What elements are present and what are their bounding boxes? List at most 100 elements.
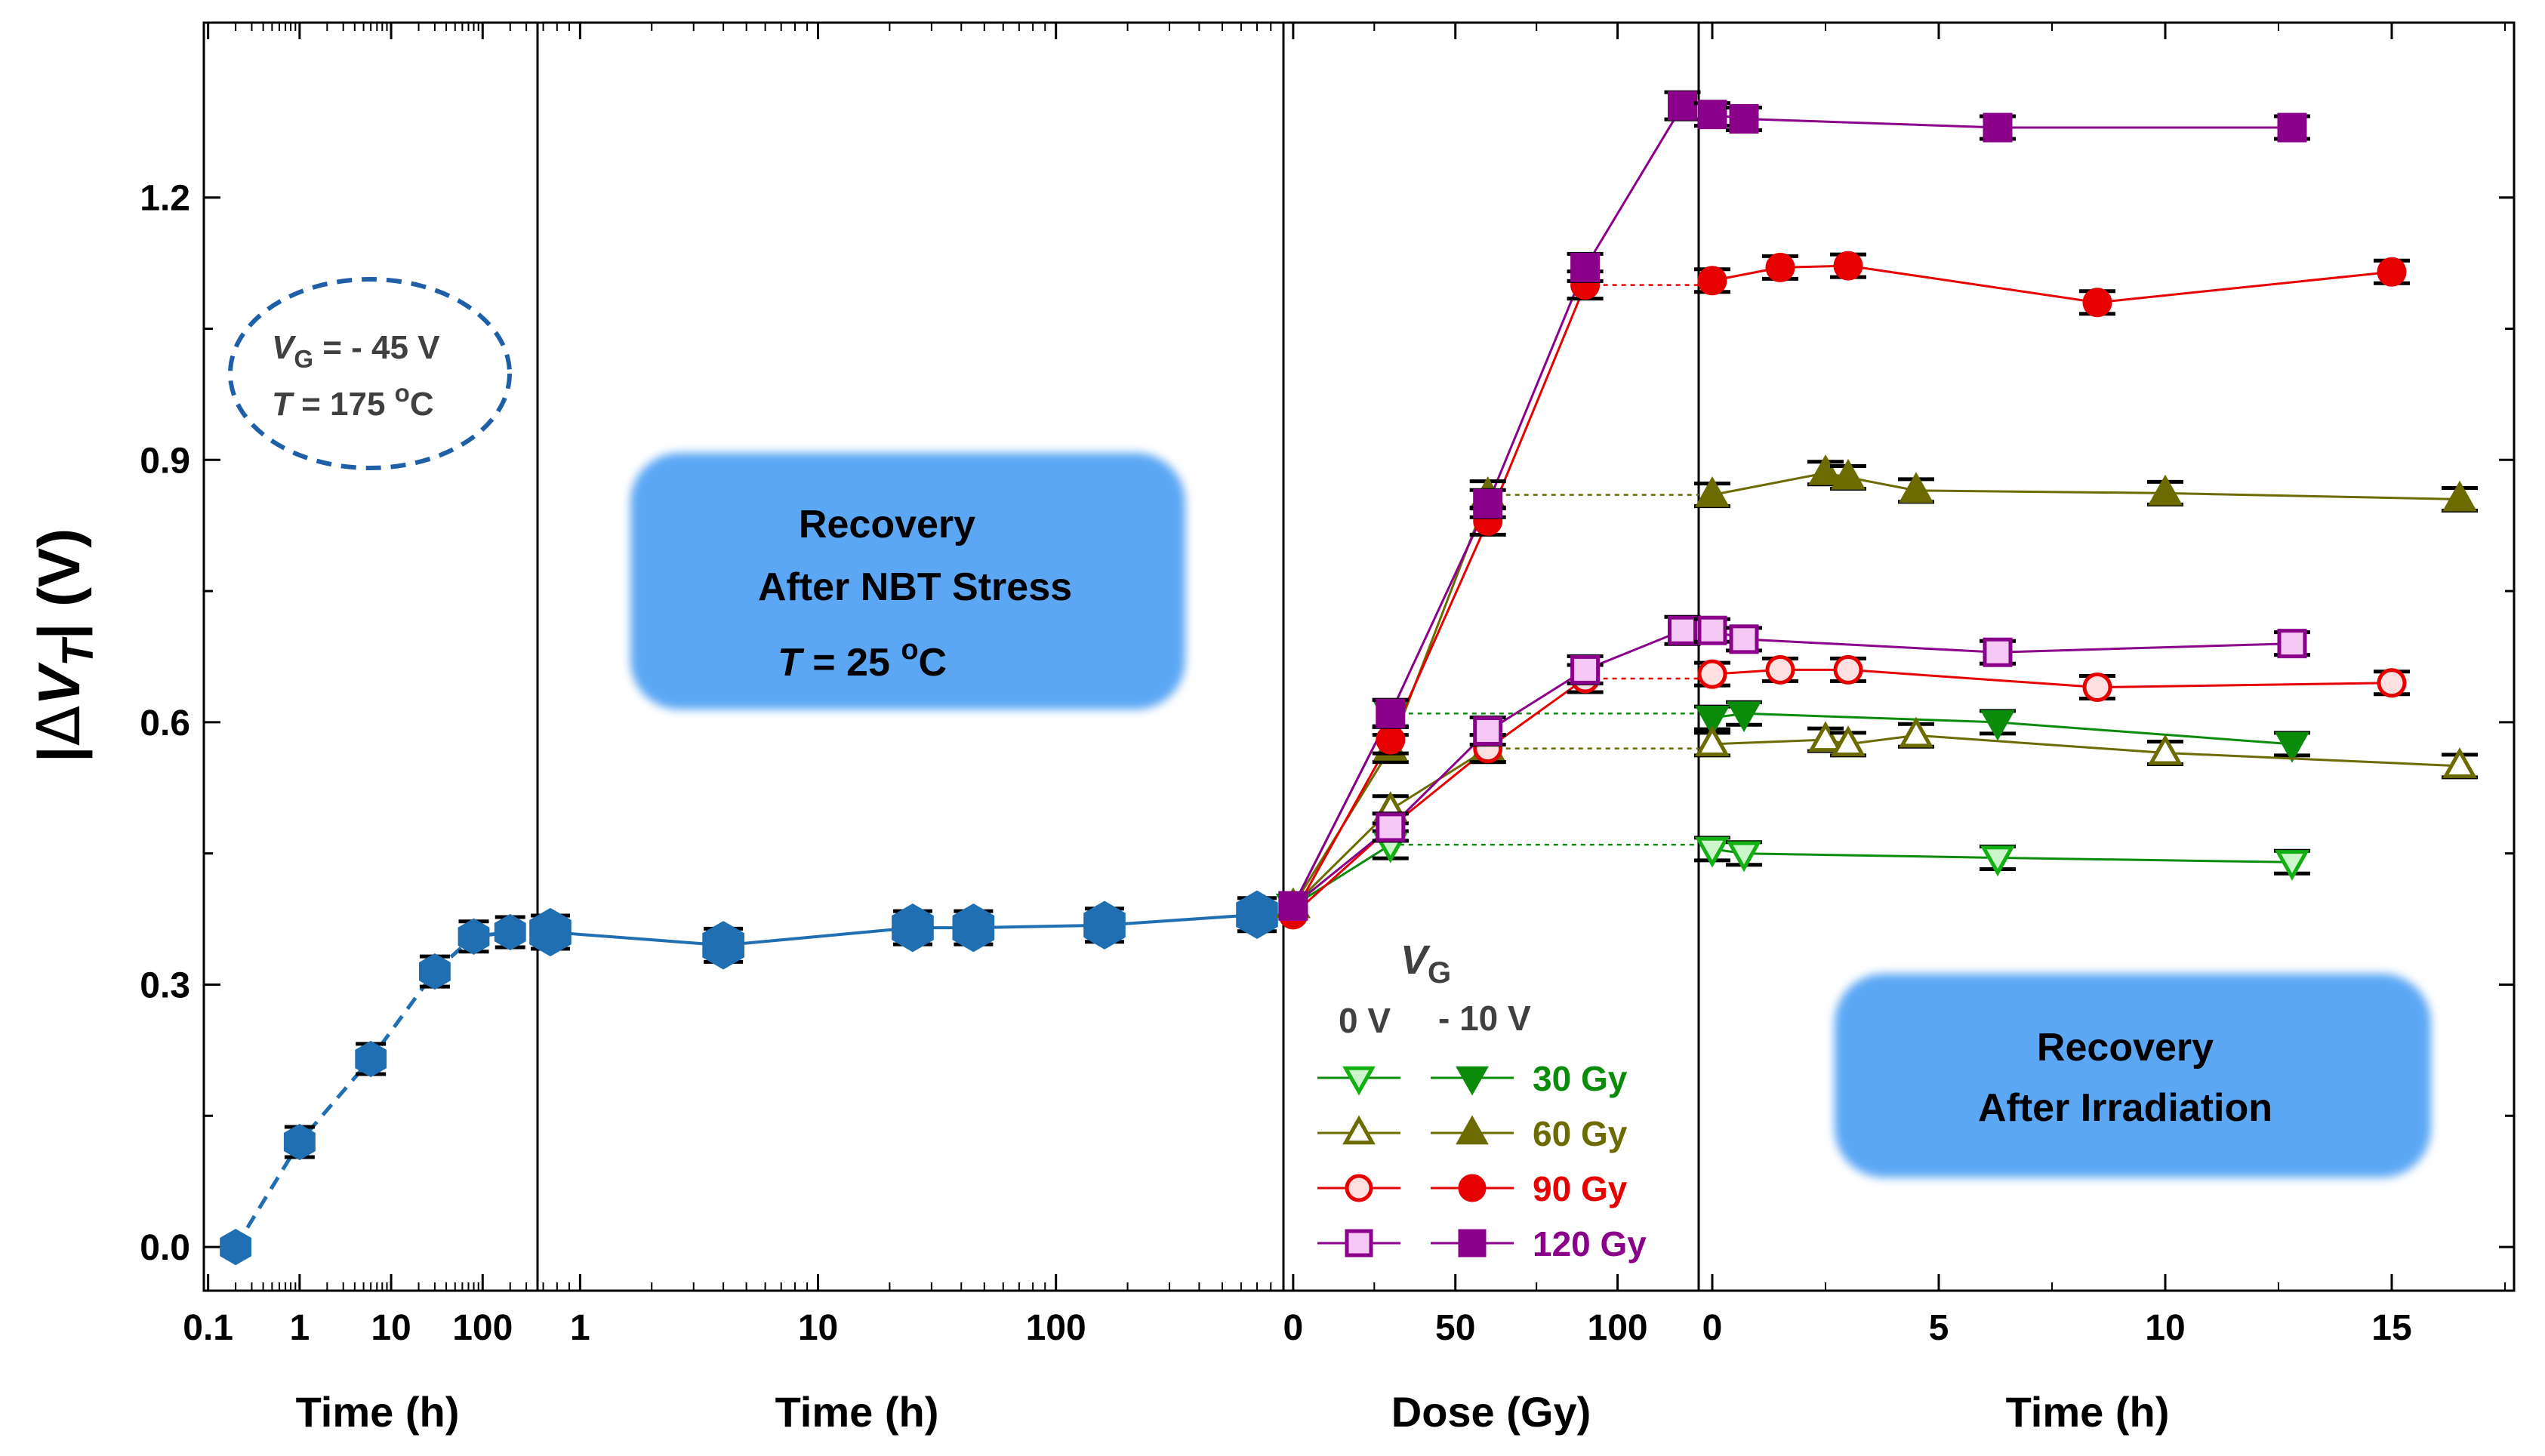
legend-entries: 30 Gy 60 Gy 90 Gy 120 Gy	[1317, 1059, 1647, 1264]
legend-label: 90 Gy	[1533, 1169, 1628, 1208]
circle-open-marker	[1345, 1174, 1373, 1202]
triangle-up-filled-marker	[1456, 1115, 1489, 1145]
square-filled-marker	[1697, 100, 1727, 130]
triangle-up-open-marker	[1899, 716, 1933, 748]
square-open-marker	[1697, 615, 1727, 645]
legend-col-0v: 0 V	[1339, 1001, 1391, 1040]
data-series	[220, 90, 2478, 1266]
circle-filled-marker	[2377, 257, 2407, 287]
x-tick-label: 1	[570, 1308, 590, 1348]
recovery-nbt-marker	[952, 903, 995, 953]
triangle-down-open-marker	[1727, 841, 1761, 873]
x-tick-label: 10	[371, 1308, 411, 1348]
y-tick-label: 0.9	[140, 441, 190, 481]
stress-conditions-text: VG = - 45 V T = 175 oC	[272, 329, 440, 423]
recovery-irradiation-text: Recovery After Irradiation	[1978, 1026, 2272, 1130]
irradiation-curve	[1292, 677, 1586, 916]
legend-col-10v: - 10 V	[1438, 999, 1531, 1038]
legend-label: 120 Gy	[1533, 1224, 1647, 1264]
x-tick-label: 100	[1026, 1308, 1086, 1348]
recovery-nbt-text: Recovery After NBT Stress T = 25 oC	[758, 503, 1072, 685]
x-axis-label: Time (h)	[775, 1388, 939, 1436]
square-open-marker	[1729, 624, 1759, 654]
circle-open-marker	[2082, 673, 2112, 703]
recovery-irradiation-curve	[1712, 472, 2460, 500]
stress-marker	[283, 1123, 316, 1161]
triangle-down-open-marker	[2275, 850, 2309, 881]
recovery-nbt-marker	[529, 907, 572, 957]
square-open-marker	[1345, 1229, 1373, 1257]
irradiation-curve	[1292, 285, 1586, 916]
triangle-down-open-marker	[1980, 845, 2015, 877]
y-tick-label: 0.3	[140, 965, 190, 1005]
square-open-marker	[2277, 629, 2307, 659]
legend: VG 0 V - 10 V 30 Gy 60 Gy 90 Gy 120 Gy	[1317, 937, 1647, 1264]
y-tick-label: 0.6	[140, 703, 190, 743]
x-tick-label: 5	[1929, 1308, 1949, 1348]
triangle-up-open-marker	[1695, 725, 1730, 756]
circle-filled-marker	[2082, 288, 2112, 318]
triangle-down-open-marker	[1342, 1066, 1376, 1096]
recovery-irradiation-box	[1835, 974, 2431, 1177]
x-axis-label: Dose (Gy)	[1391, 1388, 1591, 1436]
square-filled-marker	[1458, 1229, 1487, 1257]
triangle-up-open-marker	[2442, 747, 2477, 778]
guide-lines	[1390, 284, 1699, 846]
x-tick-label: 50	[1435, 1308, 1475, 1348]
square-open-marker	[1570, 654, 1601, 685]
circle-open-marker	[1765, 654, 1795, 685]
circle-filled-marker	[1458, 1174, 1487, 1202]
svg-text:T = 25 oC: T = 25 oC	[778, 634, 947, 685]
circle-open-marker	[1697, 659, 1727, 689]
legend-title: VG	[1400, 937, 1451, 990]
x-axis-label: Time (h)	[2006, 1388, 2170, 1436]
y-tick-label: 1.2	[140, 179, 190, 219]
stress-marker	[458, 918, 490, 955]
square-filled-marker	[2277, 112, 2307, 143]
recovery-nbt-marker	[892, 903, 934, 953]
stress-marker	[355, 1040, 387, 1078]
x-axis-label: Time (h)	[296, 1388, 460, 1436]
square-open-marker	[1668, 615, 1698, 645]
square-filled-marker	[1983, 112, 2013, 143]
panel-backgrounds	[228, 277, 2431, 1177]
y-axis: 0.0 0.3 0.6 0.9 1.2	[140, 179, 2514, 1268]
triangle-up-open-marker	[1808, 721, 1843, 753]
square-open-marker	[1983, 637, 2013, 667]
stress-conditions-ellipse	[228, 277, 512, 470]
recovery-irradiation-curve	[1712, 629, 2293, 654]
x-tick-label: 0.1	[183, 1308, 233, 1348]
square-filled-marker	[1668, 91, 1698, 121]
square-filled-marker	[1376, 698, 1406, 728]
y-axis-label: |ΔVT| (V)	[26, 528, 103, 762]
square-filled-marker	[1570, 252, 1601, 282]
recovery-irradiation-curve	[1712, 734, 2460, 768]
triangle-up-open-marker	[1342, 1115, 1376, 1145]
irradiation-curve	[1292, 629, 1684, 907]
circle-open-marker	[2377, 668, 2407, 698]
circle-open-marker	[1833, 654, 1863, 685]
stress-marker	[494, 913, 526, 951]
triangle-down-filled-marker	[2275, 731, 2309, 763]
triangle-up-filled-marker	[1808, 454, 1843, 485]
recovery-nbt-marker	[1083, 900, 1126, 950]
circle-filled-marker	[1697, 266, 1727, 296]
triangle-down-filled-marker	[1695, 706, 1730, 737]
square-open-marker	[1376, 812, 1406, 842]
circle-filled-marker	[1833, 251, 1863, 281]
triangle-up-filled-marker	[1899, 472, 1933, 503]
stress-marker	[419, 953, 451, 990]
plot-frame	[202, 21, 2516, 1292]
circle-filled-marker	[1765, 252, 1795, 282]
triangle-up-open-marker	[1831, 725, 1866, 756]
triangle-up-filled-marker	[2442, 480, 2477, 512]
svg-text:Recovery: Recovery	[2037, 1026, 2214, 1070]
square-filled-marker	[1729, 103, 1759, 134]
legend-label: 30 Gy	[1533, 1059, 1628, 1098]
recovery-irradiation-curve	[1712, 712, 2293, 746]
square-filled-marker	[1278, 891, 1308, 921]
svg-text:Recovery: Recovery	[799, 503, 975, 546]
x-tick-label: 0	[1702, 1308, 1723, 1348]
svg-text:VG = - 45 V: VG = - 45 V	[272, 329, 440, 373]
